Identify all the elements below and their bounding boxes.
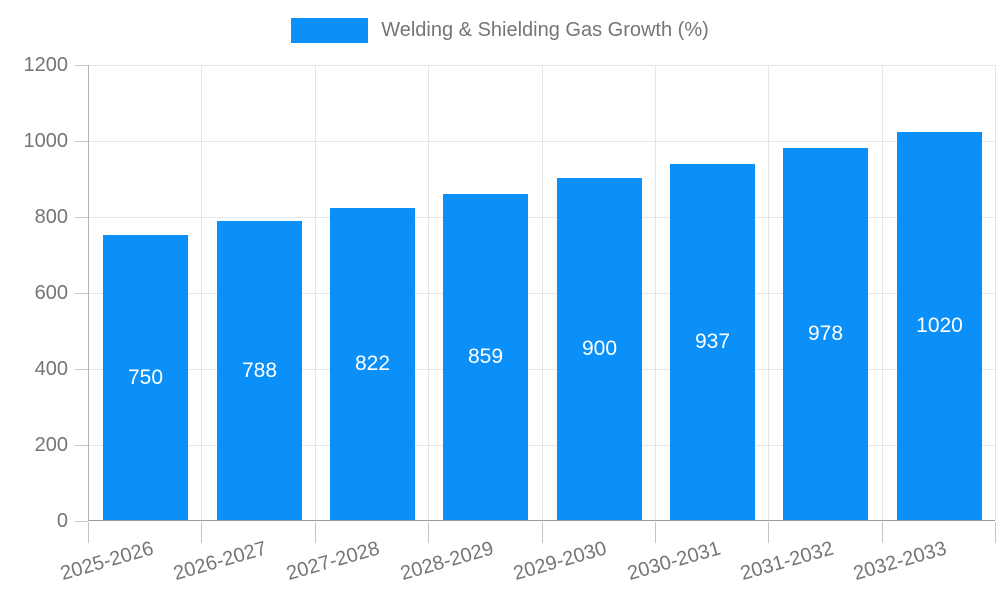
x-axis-tick <box>882 522 883 543</box>
x-axis-tick <box>542 522 543 543</box>
gridline-vertical <box>768 65 769 520</box>
y-axis-label: 1200 <box>23 54 69 76</box>
y-axis-tick <box>75 445 88 446</box>
bar-value-label: 937 <box>694 330 731 353</box>
bar-value-label: 788 <box>241 358 278 382</box>
x-axis-tick <box>655 522 656 543</box>
x-axis-label: 2030-2031 <box>625 537 724 585</box>
legend: Welding & Shielding Gas Growth (%) <box>0 18 1000 43</box>
y-axis-label: 600 <box>34 282 68 304</box>
x-axis-label: 2032-2033 <box>851 537 950 585</box>
x-axis-label: 2026-2027 <box>171 537 270 585</box>
plot-area: 750 788 822 859 900 937 978 1020 <box>88 65 996 521</box>
bar-value-label: 900 <box>581 337 618 360</box>
x-axis-label: 2031-2032 <box>738 537 837 585</box>
y-axis-label: 1000 <box>23 130 69 152</box>
bar-2031-2032[interactable]: 978 <box>783 148 868 520</box>
bar-value-label: 978 <box>807 322 844 345</box>
y-axis-tick <box>75 521 88 522</box>
y-axis-label: 400 <box>34 358 68 380</box>
x-axis-tick <box>428 522 429 543</box>
x-axis-label: 2027-2028 <box>284 537 383 585</box>
bar-2030-2031[interactable]: 937 <box>670 164 755 520</box>
bar-value-label: 859 <box>467 345 504 368</box>
gridline-vertical <box>655 65 656 520</box>
x-axis-label: 2025-2026 <box>58 537 157 585</box>
x-axis-label: 2029-2030 <box>511 537 610 585</box>
gridline-vertical <box>542 65 543 520</box>
bar-value-label: 750 <box>127 365 164 389</box>
gridline-vertical <box>882 65 883 520</box>
y-axis-tick <box>75 141 88 142</box>
y-axis-label: 800 <box>34 206 68 228</box>
gridline-vertical <box>428 65 429 520</box>
legend-swatch-icon <box>291 18 369 43</box>
legend-item[interactable]: Welding & Shielding Gas Growth (%) <box>291 18 709 43</box>
bar-2028-2029[interactable]: 859 <box>443 194 528 520</box>
gridline-vertical <box>201 65 202 520</box>
x-axis-tick <box>995 522 996 543</box>
x-axis-tick <box>201 522 202 543</box>
y-axis-label: 0 <box>56 510 68 532</box>
y-axis-tick <box>75 293 88 294</box>
legend-label: Welding & Shielding Gas Growth (%) <box>381 19 709 41</box>
x-axis-tick <box>88 522 89 543</box>
x-axis-tick <box>768 522 769 543</box>
x-axis-label: 2028-2029 <box>398 537 497 585</box>
y-axis-label: 200 <box>34 434 68 456</box>
bar-2026-2027[interactable]: 788 <box>217 221 302 520</box>
y-axis-tick <box>75 217 88 218</box>
y-axis-tick <box>75 65 88 66</box>
bar-2029-2030[interactable]: 900 <box>557 178 642 520</box>
bar-2032-2033[interactable]: 1020 <box>897 132 982 520</box>
bar-2027-2028[interactable]: 822 <box>330 208 415 520</box>
bar-2025-2026[interactable]: 750 <box>103 235 188 520</box>
y-axis-tick <box>75 369 88 370</box>
gridline-vertical <box>995 65 996 520</box>
gridline-vertical <box>315 65 316 520</box>
bar-value-label: 1020 <box>916 314 963 337</box>
x-axis-tick <box>315 522 316 543</box>
bar-value-label: 822 <box>354 352 391 375</box>
